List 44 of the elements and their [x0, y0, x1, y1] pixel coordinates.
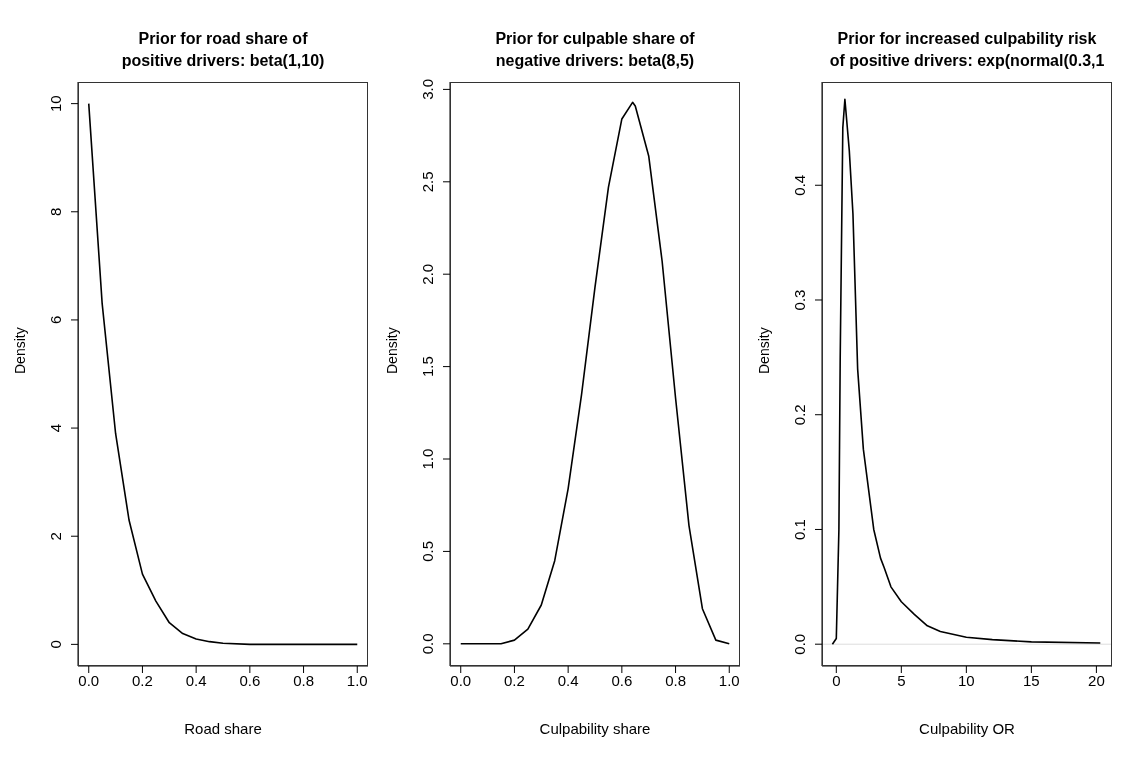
y-tick-label: 0.0 [791, 633, 808, 655]
x-tick-label: 15 [1023, 671, 1040, 689]
y-tick-label: 0.0 [419, 633, 436, 655]
y-tick-label: 8 [47, 207, 64, 216]
y-tick-label: 3.0 [419, 78, 436, 100]
y-tick-label: 0.4 [791, 174, 808, 196]
y-tick-label: 0.5 [419, 540, 436, 562]
y-tick-label: 6 [47, 315, 64, 325]
x-tick-label: 1.0 [718, 671, 740, 689]
x-tick-label: 0.8 [665, 671, 686, 689]
x-tick-label: 0.6 [611, 671, 633, 689]
y-tick-label: 0.1 [791, 519, 808, 540]
x-tick-label: 0.2 [132, 671, 153, 689]
chart-title: Prior for culpable share of negative drivers: beta(8,5) [494, 29, 696, 71]
y-axis-title: Density [383, 327, 400, 374]
y-tick-label: 0 [47, 640, 64, 649]
x-tick-label: 1.0 [346, 671, 368, 689]
x-axis-title: Culpability OR [919, 720, 1016, 737]
x-tick-label: 0.0 [78, 671, 100, 689]
y-tick-label: 0.3 [791, 289, 808, 311]
x-axis-title: Culpability share [539, 720, 651, 737]
y-tick-label: 1.5 [419, 356, 436, 378]
x-axis-title: Road share [184, 720, 262, 737]
y-tick-label: 2 [47, 532, 64, 541]
x-tick-label: 0.0 [450, 671, 472, 689]
y-tick-label: 2.0 [419, 263, 436, 285]
y-tick-label: 0.2 [791, 404, 808, 426]
x-tick-label: 0 [832, 671, 841, 689]
x-tick-label: 0.4 [185, 671, 207, 689]
x-tick-label: 0.2 [504, 671, 525, 689]
x-tick-label: 0.8 [293, 671, 314, 689]
y-tick-label: 10 [47, 95, 64, 112]
x-tick-label: 0.6 [239, 671, 261, 689]
x-tick-label: 0.4 [557, 671, 579, 689]
y-tick-label: 4 [47, 423, 64, 433]
y-tick-label: 2.5 [419, 171, 436, 193]
y-axis-title: Density [755, 327, 772, 374]
x-tick-label: 10 [958, 671, 975, 689]
y-tick-label: 1.0 [419, 448, 436, 470]
chart-title: Prior for increased culpability risk of positive drivers: exp(normal(0.3,1 [828, 29, 1106, 71]
chart-title: Prior for road share of positive drivers: beta(1,10) [120, 29, 326, 71]
y-axis-title: Density [11, 327, 28, 374]
x-tick-label: 5 [897, 671, 906, 689]
x-tick-label: 20 [1088, 671, 1105, 689]
